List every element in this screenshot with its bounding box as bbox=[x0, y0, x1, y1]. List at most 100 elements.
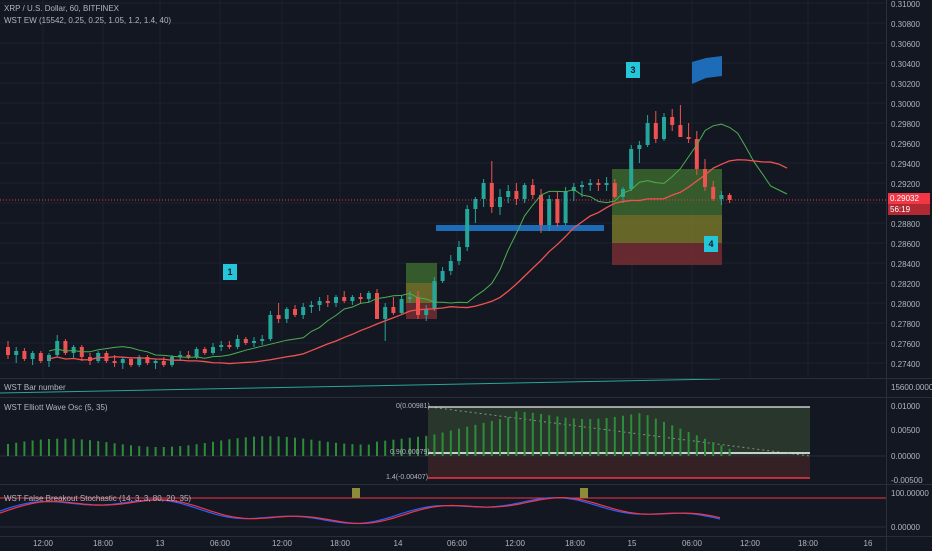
price-tick: 0.31000 bbox=[891, 0, 920, 9]
price-tick: 0.27600 bbox=[891, 340, 920, 349]
candle-up bbox=[580, 181, 584, 197]
candle-up bbox=[350, 295, 355, 305]
time-tick: 18:00 bbox=[329, 539, 351, 548]
time-tick: 18:00 bbox=[564, 539, 586, 548]
pane-separator[interactable] bbox=[0, 397, 932, 398]
candle-up bbox=[170, 355, 174, 367]
bar-number-title[interactable]: WST Bar number bbox=[4, 383, 66, 392]
price-tick: 0.29200 bbox=[891, 180, 920, 189]
candle-down bbox=[489, 161, 494, 213]
time-tick: 12:00 bbox=[271, 539, 293, 548]
time-tick: 14 bbox=[393, 539, 403, 548]
candle-down bbox=[79, 345, 84, 361]
price-tick: 0.28000 bbox=[891, 300, 920, 309]
time-axis[interactable]: 12:00 18:00 13 06:00 12:00 18:00 14 06:00 12:00 1… bbox=[0, 536, 886, 551]
candle-up bbox=[14, 347, 19, 363]
fib-zone-lower bbox=[428, 456, 810, 478]
candle-up bbox=[120, 357, 125, 369]
bar-number-pane[interactable]: WST Bar number bbox=[0, 379, 886, 397]
candle-down bbox=[325, 295, 330, 307]
breakout-signal bbox=[352, 488, 360, 498]
candle-up bbox=[71, 345, 76, 359]
price-chart-pane[interactable]: XRP / U.S. Dollar, 60, BITFINEX WST EW (… bbox=[0, 0, 886, 378]
candle-down bbox=[694, 131, 699, 175]
ew-tick: 0.00000 bbox=[891, 452, 920, 461]
candle-up bbox=[260, 335, 265, 345]
candle-down bbox=[612, 179, 617, 199]
fib-level-0-label: 0(0.00981) bbox=[396, 403, 430, 410]
candle-down bbox=[391, 297, 396, 315]
candle-up bbox=[235, 335, 240, 349]
elliott-osc-pane[interactable]: WST Elliott Wave Osc (5, 35) 0(0.00981) … bbox=[0, 398, 886, 484]
candle-down bbox=[416, 291, 420, 319]
time-tick: 12:00 bbox=[504, 539, 526, 548]
price-chart-canvas[interactable] bbox=[0, 0, 886, 378]
candle-up bbox=[47, 353, 51, 367]
stochastic-canvas[interactable] bbox=[0, 485, 886, 536]
time-tick: 18:00 bbox=[797, 539, 819, 548]
stochastic-pane[interactable]: WST False Breakout Stochastic (14, 3, 3,… bbox=[0, 485, 886, 536]
indicator-legend-wst-ew[interactable]: WST EW (15542, 0.25, 0.25, 1.05, 1.2, 1.… bbox=[4, 16, 172, 25]
candle-up bbox=[284, 307, 289, 323]
zone-green bbox=[406, 263, 437, 283]
ew-tick: 0.00500 bbox=[891, 426, 920, 435]
bar-countdown: 56:19 bbox=[888, 204, 930, 215]
axis-corner[interactable] bbox=[886, 536, 932, 551]
elliott-osc-axis: 0.01000 0.00500 0.00000 -0.00500 bbox=[886, 398, 932, 485]
price-tick: 0.29600 bbox=[891, 140, 920, 149]
stoch-d-line bbox=[0, 497, 721, 525]
candle-down bbox=[514, 183, 519, 205]
candle-up bbox=[399, 295, 404, 315]
bar-number-axis: 15600.00000 bbox=[886, 379, 932, 397]
elliott-osc-canvas[interactable] bbox=[0, 398, 886, 484]
candle-down bbox=[686, 123, 691, 143]
candle-up bbox=[522, 183, 527, 203]
candle-down bbox=[711, 181, 716, 201]
candle-up bbox=[481, 179, 486, 207]
candle-down bbox=[555, 191, 560, 227]
candle-down bbox=[227, 341, 232, 349]
candle-up bbox=[153, 359, 158, 369]
price-tick: 0.27400 bbox=[891, 360, 920, 369]
candle-down bbox=[293, 305, 297, 317]
candle-up bbox=[498, 189, 502, 215]
candle-up bbox=[645, 115, 650, 147]
time-tick: 13 bbox=[155, 539, 165, 548]
time-tick: 12:00 bbox=[32, 539, 54, 548]
candle-up bbox=[448, 255, 453, 275]
candle-down bbox=[243, 337, 248, 345]
candle-down bbox=[276, 303, 281, 323]
candle-up bbox=[30, 351, 35, 365]
candle-up bbox=[252, 337, 256, 347]
fib-level-14-label: 1.4(-0.00407) bbox=[386, 474, 429, 481]
time-tick: 12:00 bbox=[739, 539, 761, 548]
candle-up bbox=[465, 205, 470, 251]
projection-flag bbox=[692, 56, 722, 84]
time-tick: 06:00 bbox=[209, 539, 231, 548]
price-tick: 0.30800 bbox=[891, 20, 920, 29]
candle-up bbox=[137, 355, 142, 367]
pane-separator[interactable] bbox=[0, 378, 932, 379]
price-axis[interactable]: 0.31000 0.30800 0.30600 0.30400 0.30200 0.300… bbox=[886, 0, 932, 378]
zone-yellow bbox=[612, 215, 722, 243]
candle-up bbox=[55, 335, 60, 357]
symbol-title[interactable]: XRP / U.S. Dollar, 60, BITFINEX bbox=[4, 4, 119, 13]
target-zone-bar bbox=[436, 225, 604, 231]
wave-4-marker: 4 bbox=[704, 236, 718, 252]
candle-down bbox=[727, 193, 732, 203]
candle-down bbox=[530, 179, 535, 199]
candle-down bbox=[342, 291, 347, 303]
candle-up bbox=[506, 185, 511, 203]
time-tick: 06:00 bbox=[446, 539, 468, 548]
candle-up bbox=[547, 195, 552, 231]
candle-down bbox=[375, 289, 379, 319]
candle-up bbox=[457, 241, 461, 265]
stochastic-title[interactable]: WST False Breakout Stochastic (14, 3, 3,… bbox=[4, 494, 192, 503]
time-tick: 18:00 bbox=[92, 539, 114, 548]
elliott-osc-title[interactable]: WST Elliott Wave Osc (5, 35) bbox=[4, 403, 108, 412]
pane-separator[interactable] bbox=[0, 484, 932, 485]
stoch-tick: 0.00000 bbox=[891, 523, 920, 532]
candle-down bbox=[129, 357, 133, 367]
candle-up bbox=[637, 141, 642, 163]
ew-tick: -0.00500 bbox=[891, 476, 923, 485]
